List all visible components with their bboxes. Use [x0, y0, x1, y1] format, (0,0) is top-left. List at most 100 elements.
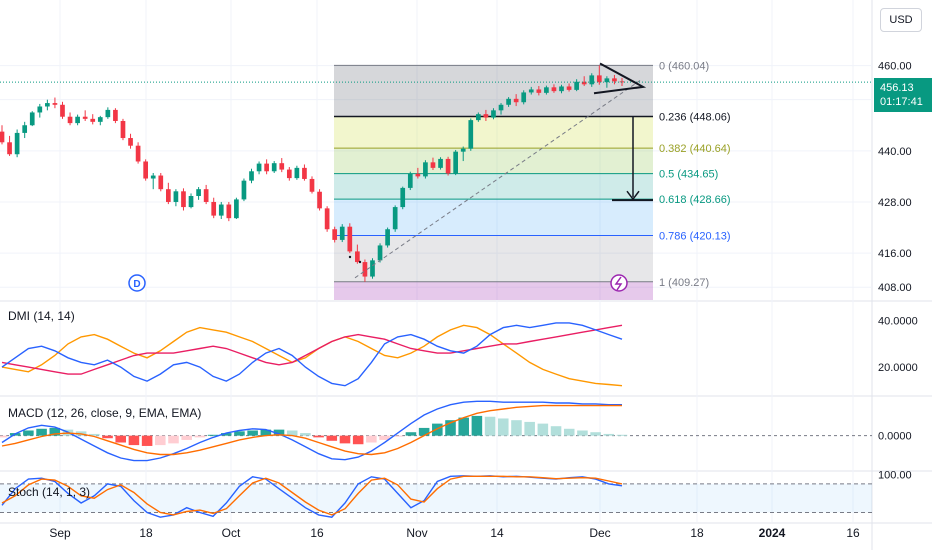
- pattern-dot: [358, 260, 362, 264]
- macd-histogram-bar: [141, 435, 153, 446]
- lightning-icon: [610, 274, 628, 292]
- candle-body: [0, 131, 5, 143]
- candle-body: [423, 162, 428, 177]
- fib-level-label: 0.382 (440.64): [659, 143, 731, 155]
- macd-histogram-bar: [155, 435, 166, 446]
- currency-button[interactable]: USD: [880, 8, 922, 32]
- macd-histogram-bar: [220, 433, 232, 436]
- candle-body: [113, 109, 118, 121]
- candle-body: [521, 92, 527, 103]
- candle-body: [415, 173, 421, 177]
- candles: [0, 65, 625, 282]
- candle-body: [249, 171, 254, 181]
- macd-title[interactable]: MACD (12, 26, close, 9, EMA, EMA): [8, 406, 202, 420]
- y-tick-label: 408.00: [878, 282, 912, 294]
- candle-body: [234, 199, 239, 219]
- candle-body: [150, 175, 156, 179]
- macd-histogram-bar: [49, 427, 61, 436]
- candle-body: [317, 191, 322, 209]
- candle-body: [324, 208, 330, 230]
- pattern-dot: [348, 255, 352, 259]
- macd-histogram-bar: [458, 417, 469, 436]
- candle-body: [90, 118, 96, 122]
- macd-histogram-bar: [181, 435, 192, 440]
- dmi-y-tick: 20.0000: [878, 362, 918, 374]
- candle-body: [60, 104, 65, 117]
- macd-histogram-bar: [577, 430, 588, 436]
- fib-zone: [334, 199, 653, 236]
- candle-body: [82, 116, 88, 119]
- macd-histogram-bar: [207, 434, 219, 436]
- bar-countdown: 01:17:41: [880, 96, 923, 108]
- x-tick-label: 18: [139, 526, 153, 540]
- candle-body: [218, 204, 224, 216]
- macd-histogram-bar: [23, 430, 34, 436]
- candle-body: [453, 151, 459, 174]
- candle-body: [120, 120, 126, 139]
- candle-body: [377, 245, 383, 261]
- last-price-badge: 456.13 01:17:41: [874, 78, 932, 112]
- macd-histogram-bar: [300, 433, 311, 436]
- macd-histogram-bar: [128, 435, 140, 446]
- macd-histogram-bar: [260, 429, 272, 436]
- macd-histogram-bar: [194, 435, 206, 438]
- candle-body: [135, 145, 141, 162]
- macd-histogram-bar: [563, 428, 575, 436]
- candle-body: [302, 167, 307, 179]
- dmi-line: [1, 324, 623, 387]
- candle-body: [45, 103, 50, 107]
- candle-body: [188, 196, 194, 208]
- candle-body: [362, 262, 368, 277]
- candle-body: [536, 89, 542, 93]
- fib-level-label: 1 (409.27): [659, 277, 709, 289]
- macd-histogram-bar: [234, 431, 245, 436]
- candle-body: [513, 98, 519, 103]
- macd-histogram-bar: [102, 435, 113, 439]
- dmi-line: [1, 324, 623, 375]
- candle-body: [279, 163, 285, 170]
- x-tick-label: Dec: [589, 526, 610, 540]
- macd-histogram-bar: [445, 420, 456, 436]
- stoch-line: [1, 475, 623, 516]
- candle-body: [75, 116, 80, 124]
- candle-body: [475, 114, 481, 121]
- candle-body: [143, 161, 149, 179]
- candle-body: [105, 109, 111, 118]
- candle-body: [445, 158, 451, 174]
- candle-body: [604, 78, 610, 83]
- fib-level-label: 0.236 (448.06): [659, 111, 731, 123]
- candle-body: [491, 110, 496, 118]
- y-tick-label: 460.00: [878, 61, 912, 73]
- candle-body: [581, 81, 587, 85]
- fib-zone: [334, 281, 653, 300]
- stoch-title[interactable]: Stoch (14, 1, 3): [8, 485, 91, 499]
- macd-histogram-bar: [550, 426, 562, 436]
- candle-body: [528, 89, 534, 93]
- candle-body: [165, 189, 171, 202]
- candle-body: [14, 132, 20, 155]
- candle-body: [460, 148, 466, 152]
- fib-level-label: 0.786 (420.13): [659, 231, 731, 243]
- candle-body: [506, 98, 511, 105]
- x-tick-label: 16: [310, 526, 324, 540]
- candle-body: [52, 103, 58, 105]
- candle-body: [619, 81, 625, 83]
- stoch-band: [0, 483, 872, 513]
- candle-body: [551, 87, 557, 92]
- candle-body: [483, 114, 489, 118]
- candle-body: [286, 169, 292, 179]
- dmi-title[interactable]: DMI (14, 14): [8, 309, 75, 323]
- macd-histogram-bar: [537, 423, 549, 436]
- candle-body: [407, 173, 413, 188]
- fib-zone: [334, 173, 653, 200]
- candle-body: [430, 162, 436, 168]
- dividend-marker-label: D: [133, 279, 140, 290]
- x-tick-label: 2024: [759, 526, 786, 540]
- stoch-y-tick: 100.00: [878, 469, 912, 481]
- candle-body: [566, 86, 572, 90]
- candle-body: [589, 75, 595, 85]
- macd-histogram-bar: [418, 427, 430, 436]
- fib-level-label: 0 (460.04): [659, 60, 709, 72]
